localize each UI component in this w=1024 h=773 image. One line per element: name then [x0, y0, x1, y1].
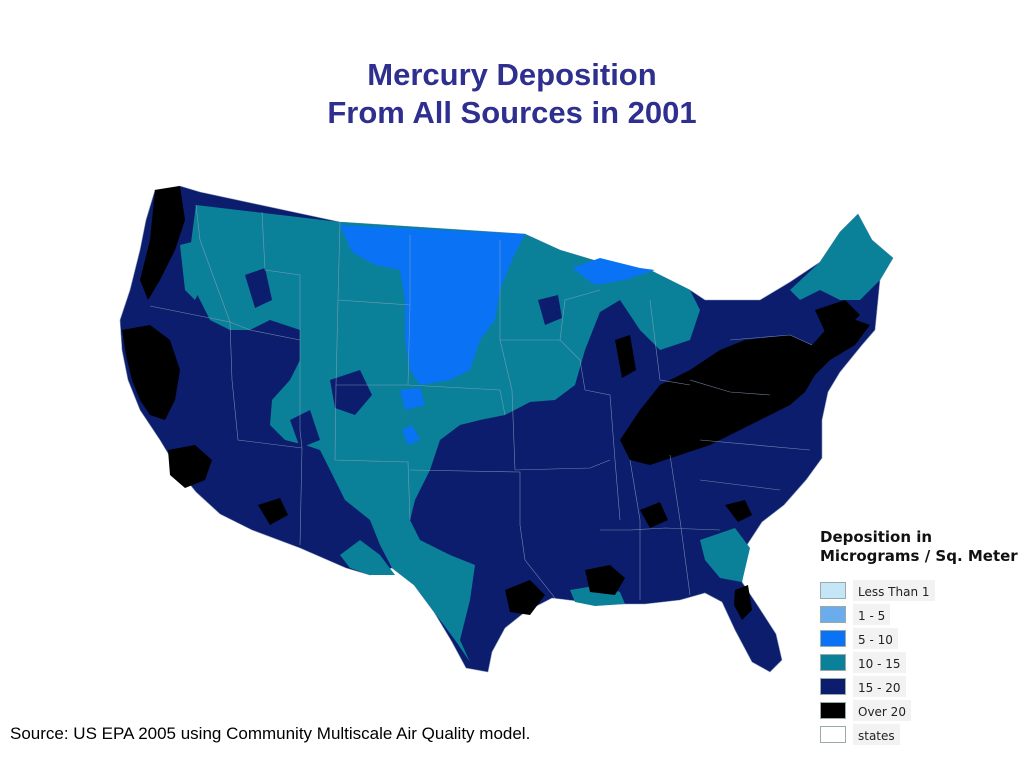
- region-teal-arizona: [340, 540, 395, 575]
- region-black-louisiana: [585, 565, 625, 595]
- legend-title-line-1: Deposition in: [820, 528, 933, 546]
- region-black-florida: [734, 585, 752, 620]
- legend-label-wrap: Less Than 1: [853, 579, 935, 601]
- region-teal-north: [190, 205, 700, 662]
- legend-item: 10 - 15: [820, 650, 1020, 674]
- legend-item: 1 - 5: [820, 602, 1020, 626]
- state-boundaries: [149, 204, 813, 600]
- legend-swatch: [820, 629, 846, 647]
- region-blue-patch: [400, 388, 425, 410]
- region-black-socal: [168, 445, 212, 488]
- region-black-carolina: [725, 500, 752, 522]
- region-black-ohio-valley: [620, 318, 870, 465]
- legend-swatch: [820, 677, 846, 695]
- legend-label: states: [858, 728, 895, 743]
- source-note: Source: US EPA 2005 using Community Mult…: [10, 724, 531, 743]
- title-line-2: From All Sources in 2001: [327, 95, 697, 130]
- region-dark-colorado: [290, 410, 320, 448]
- legend-label: 10 - 15: [858, 656, 901, 671]
- legend-label: 5 - 10: [858, 632, 893, 647]
- region-black-california: [122, 325, 180, 420]
- title-line-1: Mercury Deposition: [367, 57, 657, 92]
- legend-swatch: [820, 653, 846, 671]
- region-black-michigan: [615, 335, 636, 378]
- region-teal-west: [180, 240, 205, 300]
- region-black-alabama: [640, 502, 668, 528]
- legend-label-wrap: Over 20: [853, 699, 911, 721]
- map-legend: Deposition in Micrograms / Sq. Meter Les…: [820, 528, 1020, 746]
- legend-swatch: [820, 701, 846, 719]
- legend-items: Less Than 1 1 - 5 5 - 10 10 - 15 15 - 20 Over…: [820, 578, 1020, 746]
- legend-label-wrap: 1 - 5: [853, 603, 891, 625]
- region-black-pacific-nw: [140, 186, 185, 300]
- region-black-arizona: [258, 498, 288, 525]
- legend-label-wrap: 15 - 20: [853, 675, 906, 697]
- legend-label-wrap: 10 - 15: [853, 651, 906, 673]
- legend-label-wrap: states: [853, 723, 900, 745]
- legend-label-wrap: 5 - 10: [853, 627, 898, 649]
- region-dark-idaho: [245, 268, 272, 308]
- region-teal-northeast: [790, 214, 893, 300]
- legend-title-line-2: Micrograms / Sq. Meter: [820, 547, 1018, 565]
- legend-item: states: [820, 722, 1020, 746]
- legend-label: 1 - 5: [858, 608, 886, 623]
- legend-item: Over 20: [820, 698, 1020, 722]
- legend-label: Over 20: [858, 704, 906, 719]
- region-dark-minnesota: [538, 295, 562, 325]
- legend-title: Deposition in Micrograms / Sq. Meter: [820, 528, 1020, 566]
- legend-item: 15 - 20: [820, 674, 1020, 698]
- region-black-gulf: [505, 580, 545, 615]
- region-blue-plains: [340, 225, 525, 385]
- legend-label: Less Than 1: [858, 584, 930, 599]
- region-black-new-england: [815, 300, 860, 332]
- legend-label: 15 - 20: [858, 680, 901, 695]
- map-title: Mercury Deposition From All Sources in 2…: [0, 56, 1024, 132]
- region-blue-patch-2: [402, 425, 420, 445]
- region-dark-rockies: [330, 370, 372, 415]
- legend-item: Less Than 1: [820, 578, 1020, 602]
- legend-swatch: [820, 725, 846, 743]
- legend-swatch: [820, 581, 846, 599]
- legend-item: 5 - 10: [820, 626, 1020, 650]
- legend-swatch: [820, 605, 846, 623]
- region-blue-great-lakes: [572, 258, 655, 285]
- region-teal-southeast: [700, 528, 750, 582]
